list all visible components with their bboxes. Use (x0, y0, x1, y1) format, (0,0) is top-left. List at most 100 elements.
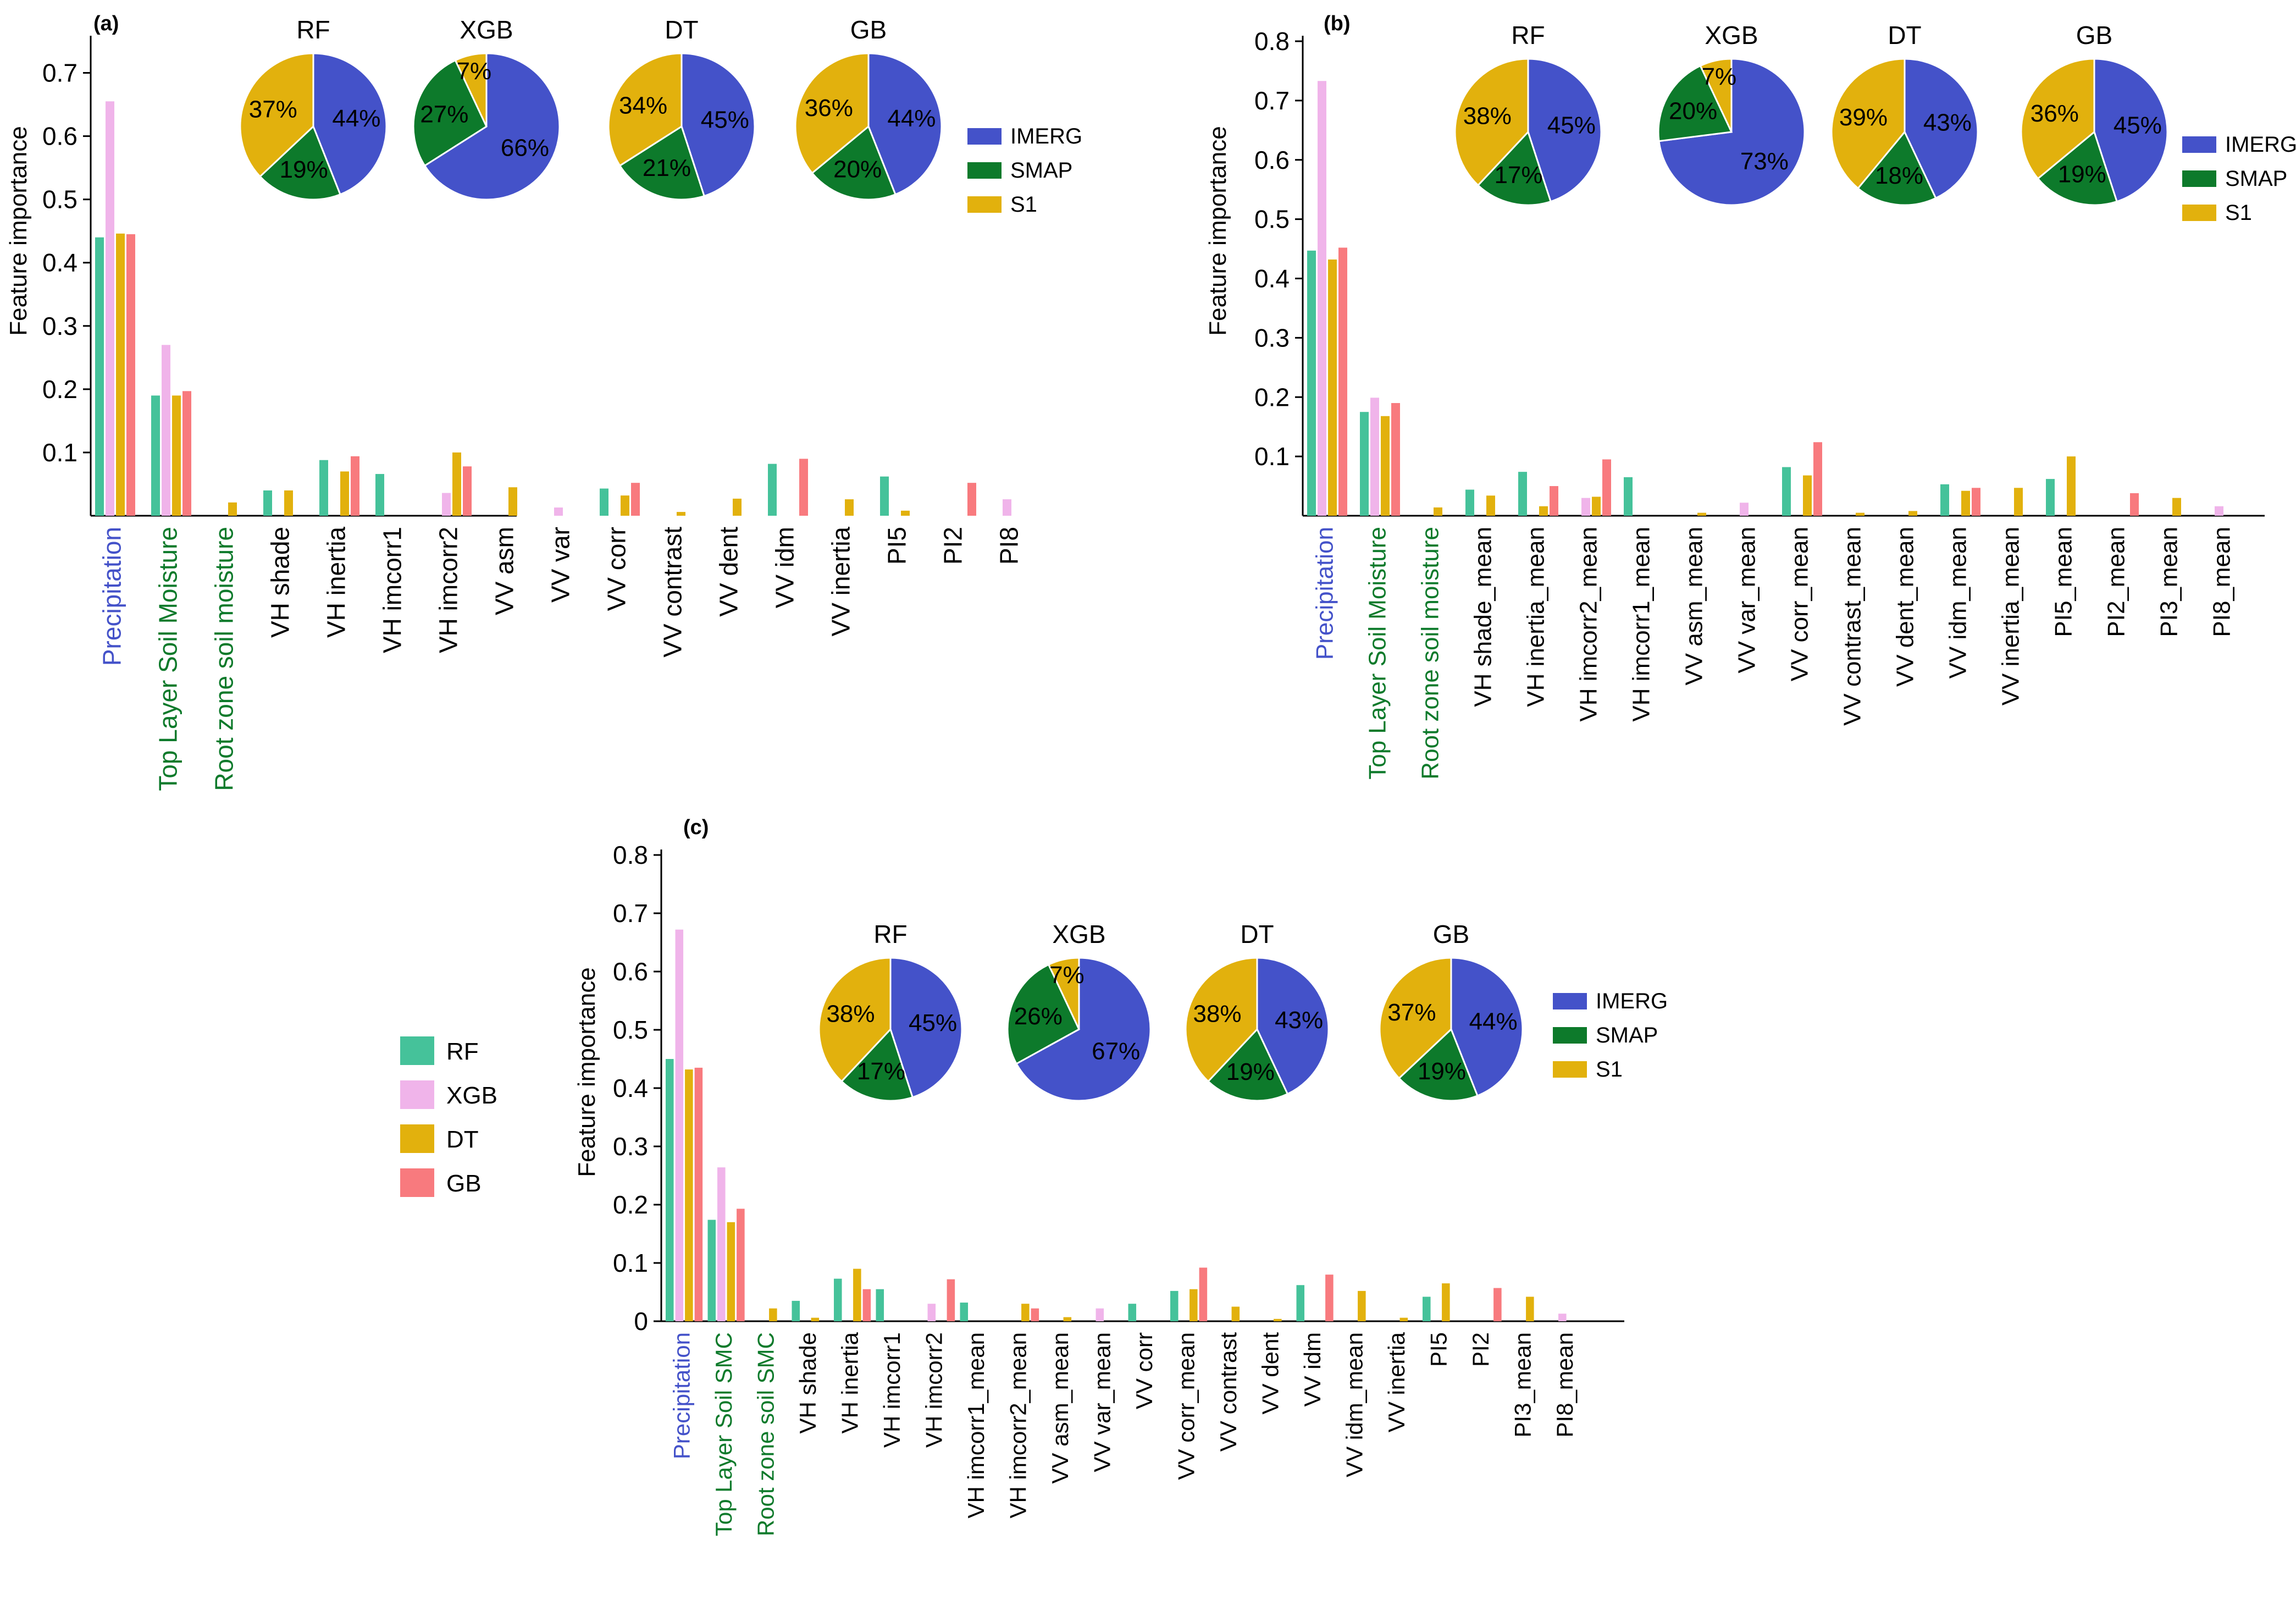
pie-slice-label: 34% (619, 92, 667, 119)
y-axis-label: Feature importance (573, 967, 600, 1177)
x-category-label: VV asm_mean (1047, 1332, 1073, 1483)
bar-dt (1434, 507, 1442, 516)
pie-slice-smap (412, 59, 488, 167)
x-category-label: VV corr (1131, 1332, 1157, 1409)
bar-xgb (927, 1304, 936, 1321)
x-category-label: PI3_mean (2156, 527, 2183, 637)
bar-dt (1803, 475, 1812, 516)
bar-gb (1338, 247, 1347, 516)
pie-slice-s1 (1699, 58, 1733, 133)
pie-slice-s1 (454, 52, 488, 127)
pie-slice-label: 26% (1014, 1003, 1063, 1030)
pie-slice-label: 19% (1226, 1058, 1275, 1085)
pie-slice-s1 (1379, 957, 1452, 1080)
pie-title: RF (296, 15, 330, 44)
bar-gb (182, 391, 191, 516)
global-legend: RF XGB DT GB (400, 1036, 497, 1197)
bar-dt (621, 495, 629, 516)
bar-gb (862, 1289, 871, 1321)
pie-slice-s1 (239, 52, 314, 178)
bar-xgb (1003, 499, 1011, 516)
bar-rf (151, 395, 160, 516)
x-category-label: VV inertia (1384, 1332, 1409, 1432)
bar-xgb (442, 493, 451, 516)
bar-dt (452, 452, 461, 516)
pie-slice-s1 (2020, 58, 2095, 180)
pie-slice-imerg (680, 52, 756, 197)
bar-dt (172, 395, 181, 516)
bar-dt (1697, 512, 1706, 516)
bar-gb (631, 483, 640, 516)
pie-slice-s1 (1185, 957, 1258, 1083)
pie-slice-label: 44% (332, 105, 380, 132)
x-category-label: VV idm (1299, 1332, 1325, 1406)
bar-rf (263, 490, 272, 516)
pie-xgb: XGB 66% 27% 7% (412, 15, 561, 201)
panel-a: (a) 0.1 0.2 0.3 0.4 0.5 0.6 0.7 Feature importan… (5, 12, 1082, 791)
x-category-label: Top Layer Soil Moisture (154, 527, 182, 791)
x-category-label: Precipitation (669, 1332, 695, 1459)
y-tick-label: 0.7 (1254, 86, 1290, 115)
panel-label: (a) (93, 12, 119, 35)
bar-rf (834, 1278, 842, 1321)
x-category-label: Root zone soil moisture (1417, 527, 1444, 780)
pie-slice-label: 66% (501, 134, 549, 161)
bar-dt (1063, 1317, 1072, 1321)
y-tick-label: 0.8 (1254, 27, 1290, 56)
y-tick-label: 0.4 (613, 1074, 648, 1102)
bar-dt (1908, 511, 1917, 516)
panel-label: (b) (1324, 12, 1351, 35)
x-category-label: VH imcorr2_mean (1575, 527, 1602, 722)
x-category-label: VV inertia_mean (1998, 527, 2024, 705)
bar-xgb (1558, 1314, 1567, 1321)
pie-legend: IMERG SMAP S1 (2182, 133, 2296, 225)
x-category-label: VH imcorr2 (921, 1332, 947, 1448)
bar-dt (853, 1268, 861, 1321)
y-tick-label: 0.7 (613, 899, 648, 928)
y-tick-label: 0.2 (613, 1190, 648, 1219)
bar-dt (340, 471, 349, 516)
pie-slice-label: 45% (2114, 112, 2162, 139)
y-tick-label: 0.5 (1254, 205, 1290, 234)
pie-slice-label: 36% (2031, 100, 2079, 127)
pie-dt: DT 43%19% 38% (1185, 920, 1330, 1102)
bar-rf (1465, 489, 1474, 516)
pie-legend: IMERG SMAP S1 (967, 124, 1082, 217)
pie-slice-label: 20% (833, 156, 882, 183)
pie-slice-s1 (1047, 957, 1080, 1030)
x-category-label: VH inertia_mean (1523, 527, 1550, 707)
x-category-label: PI5 (1426, 1332, 1452, 1367)
pie-xgb: XGB 73% 20% 7% (1657, 21, 1806, 206)
legend-label-s1: S1 (2225, 201, 2252, 225)
x-category-label: VV inertia (827, 527, 855, 637)
pie-dt: DT 45% 21% 34% (607, 15, 756, 201)
pie-title: GB (850, 15, 887, 44)
pie-slice-smap (840, 1028, 914, 1102)
x-category-label: VH shade (795, 1332, 821, 1433)
bar-rf (1518, 472, 1527, 516)
pie-slice-smap (1207, 1028, 1289, 1102)
x-category-label: VH shade (266, 527, 295, 638)
bar-rf (1624, 477, 1633, 516)
x-category-label: VV contrast_mean (1839, 527, 1866, 726)
bar-dt (1190, 1289, 1198, 1321)
y-tick-label: 0.8 (613, 841, 648, 869)
bar-rf (1128, 1304, 1137, 1321)
y-tick-label: 0.1 (1254, 442, 1290, 471)
pie-slice-label: 21% (643, 155, 691, 181)
x-category-label: PI8_mean (1552, 1332, 1578, 1437)
legend-swatch-imerg (2182, 136, 2216, 153)
bar-gb (694, 1067, 703, 1321)
y-tick-label: 0.5 (42, 185, 78, 214)
x-category-label: VH imcorr1 (378, 527, 407, 653)
x-category-label: VV idm_mean (1945, 527, 1972, 678)
x-category-label: VV corr_mean (1786, 527, 1813, 681)
legend-swatch-xgb (400, 1080, 434, 1109)
bar-gb (947, 1279, 955, 1321)
x-category-label: PI8 (995, 527, 1023, 565)
bar-gb (2130, 493, 2139, 516)
pie-slice-label: 27% (420, 101, 468, 128)
pie-title: RF (1511, 21, 1545, 49)
panel-label: (c) (683, 816, 709, 839)
x-category-label: PI2_mean (2103, 527, 2130, 637)
